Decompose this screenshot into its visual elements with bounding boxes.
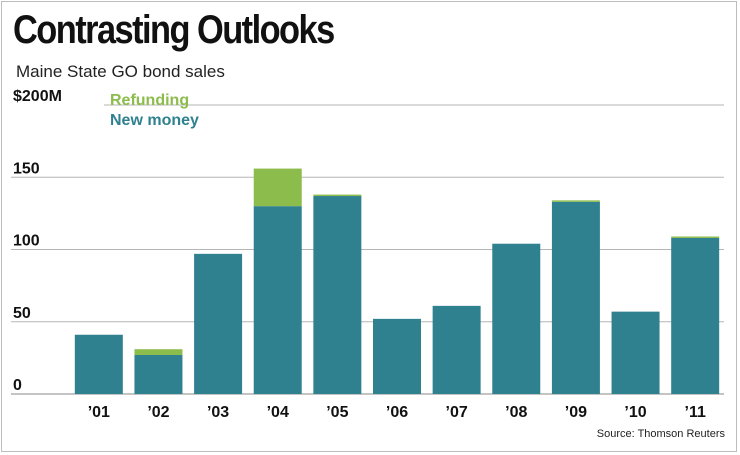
legend-refunding: Refunding	[110, 92, 190, 109]
bar-refunding	[313, 194, 362, 197]
x-tick-label: ’01	[88, 404, 110, 421]
bar-refunding	[671, 236, 720, 238]
bar-new-money	[551, 201, 600, 394]
y-tick-label: 100	[13, 233, 40, 250]
chart-subtitle: Maine State GO bond sales	[16, 62, 225, 81]
x-tick-label: ’08	[505, 404, 527, 421]
bar-new-money	[194, 253, 243, 394]
bar-new-money	[432, 305, 481, 394]
x-tick-label: ’04	[267, 404, 289, 421]
x-tick-label: ’02	[147, 404, 169, 421]
gridlines	[11, 104, 724, 395]
bar-new-money	[492, 243, 541, 394]
x-tick-label: ’11	[685, 404, 706, 421]
y-tick-label: $200M	[13, 88, 62, 105]
bar-new-money	[611, 311, 660, 394]
x-tick-label: ’06	[386, 404, 408, 421]
bar-new-money	[313, 196, 362, 394]
legend-new-money: New money	[110, 112, 199, 129]
bar-refunding	[551, 200, 600, 202]
bar-new-money	[373, 318, 421, 394]
tick-labels: 0 50 100 150 $200M ’01 ’02 ’03 ’04 ’05 ’06 ’07 ’08 ’0…	[13, 88, 706, 421]
bar-new-money	[671, 237, 720, 394]
bar-new-money	[74, 334, 123, 394]
bar-new-money	[253, 206, 302, 394]
y-tick-label: 150	[13, 160, 40, 177]
y-tick-label: 0	[13, 377, 22, 394]
bars	[74, 168, 720, 394]
chart-title: Contrasting Outlooks	[13, 8, 335, 52]
bar-refunding	[253, 168, 302, 207]
x-tick-label: ’07	[446, 404, 468, 421]
x-tick-label: ’09	[565, 404, 587, 421]
bar-new-money	[134, 354, 183, 394]
bar-refunding	[134, 349, 183, 355]
y-tick-label: 50	[13, 305, 31, 322]
x-tick-label: ’03	[207, 404, 229, 421]
source-note: Source: Thomson Reuters	[596, 428, 725, 440]
x-tick-label: ’05	[326, 404, 348, 421]
x-tick-label: ’10	[624, 404, 646, 421]
